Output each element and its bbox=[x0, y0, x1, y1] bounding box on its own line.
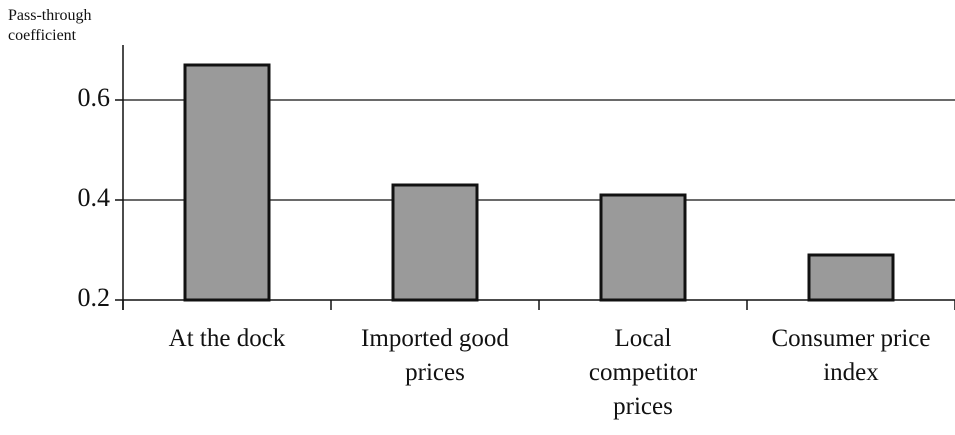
bar bbox=[599, 193, 687, 302]
bar bbox=[807, 253, 895, 302]
bar bbox=[391, 183, 479, 302]
y-tick-label: 0.2 bbox=[78, 283, 111, 312]
x-tick-label: Imported good prices bbox=[361, 325, 509, 386]
y-tick-label: 0.4 bbox=[78, 183, 111, 212]
x-tick-label: Consumer price index bbox=[771, 325, 931, 386]
x-tick-label: At the dock bbox=[168, 325, 286, 352]
bar bbox=[183, 63, 271, 302]
y-tick-label: 0.6 bbox=[78, 83, 111, 112]
x-tick-label: Local competitor prices bbox=[588, 325, 698, 420]
y-axis-label: Pass-through coefficient bbox=[8, 7, 92, 44]
